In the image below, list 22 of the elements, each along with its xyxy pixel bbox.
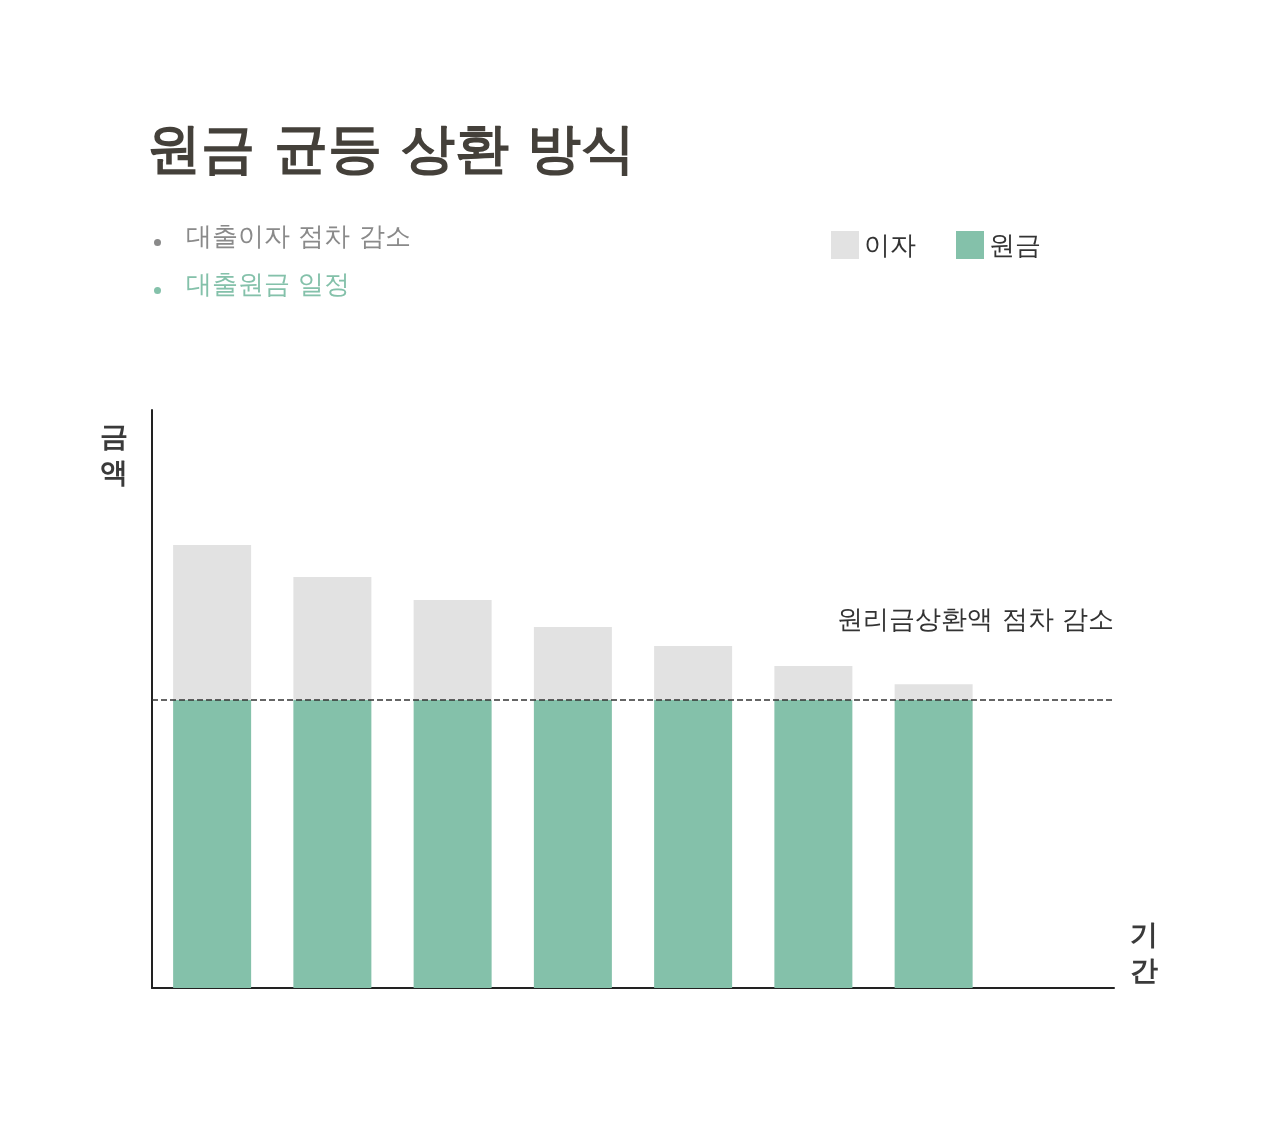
y-axis-title: 금액 (100, 419, 128, 489)
chart-title: 원금 균등 상환 방식 (147, 116, 636, 180)
annotation: 원리금상환액 점차 감소 (837, 604, 1114, 634)
x-axis-title: 기간 (1130, 917, 1158, 987)
bar (413, 600, 492, 701)
bar (774, 666, 853, 701)
bar (173, 700, 252, 988)
bar (894, 700, 973, 988)
text: 대출이자 점차 감소 (186, 221, 411, 251)
bar (533, 627, 612, 701)
bar (894, 684, 973, 701)
bar (173, 545, 252, 701)
bar (293, 700, 372, 988)
bar (533, 700, 612, 988)
bar (413, 700, 492, 988)
bar (654, 700, 733, 988)
bar (774, 700, 853, 988)
legend-label: 이자 (864, 230, 916, 260)
text: 대출원금 일정 (186, 269, 351, 299)
bar (654, 646, 733, 701)
legend-label: 원금 (989, 230, 1041, 260)
bar (293, 576, 372, 701)
